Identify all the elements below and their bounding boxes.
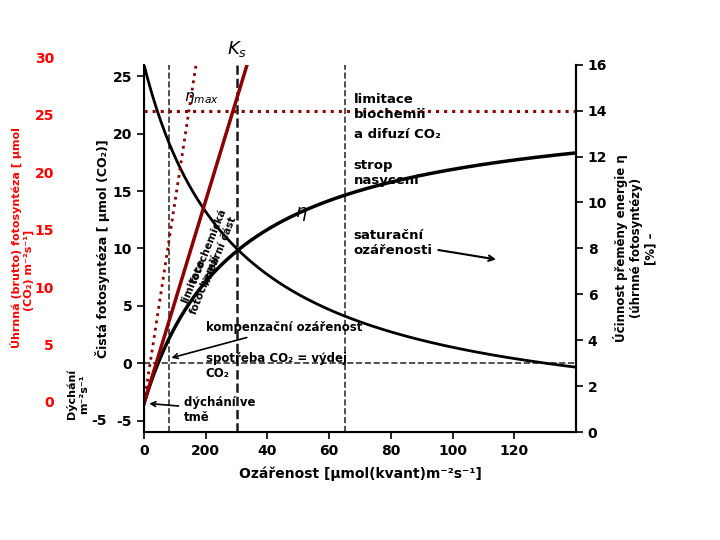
Text: 25: 25 <box>35 110 54 124</box>
Text: 30: 30 <box>35 52 54 66</box>
Text: $K_s$: $K_s$ <box>227 39 247 59</box>
Text: a difuzí CO₂: a difuzí CO₂ <box>354 128 441 141</box>
Y-axis label: Účinnost přeměny energie η
(úhrnné fotosyntézy)
[%] –: Účinnost přeměny energie η (úhrnné fotos… <box>613 154 658 342</box>
Text: Úhrnná (brutto) fotosyntéza [ μmol: Úhrnná (brutto) fotosyntéza [ μmol <box>9 127 22 348</box>
Text: Dýchání
m⁻²s⁻¹: Dýchání m⁻²s⁻¹ <box>66 369 89 419</box>
Text: kompenzační ozářenost: kompenzační ozářenost <box>174 321 362 359</box>
Text: limitace
biochemii: limitace biochemii <box>354 93 426 122</box>
Text: 10: 10 <box>35 281 54 295</box>
Text: $\eta$: $\eta$ <box>295 205 308 223</box>
Text: strop
nasycení: strop nasycení <box>354 159 420 187</box>
Text: dýchání ve
tmě: dýchání ve tmě <box>151 395 256 423</box>
Text: $\eta_{max}$: $\eta_{max}$ <box>184 90 219 106</box>
Text: 15: 15 <box>35 224 54 238</box>
Text: 0: 0 <box>45 396 54 410</box>
Text: saturační
ozářenosti: saturační ozářenosti <box>354 228 494 261</box>
Text: spotřeba CO₂ = výdej
CO₂: spotřeba CO₂ = výdej CO₂ <box>206 352 347 380</box>
Text: 20: 20 <box>35 167 54 181</box>
X-axis label: Ozářenost [μmol(kvant)m⁻²s⁻¹]: Ozářenost [μmol(kvant)m⁻²s⁻¹] <box>238 466 482 481</box>
Text: 5: 5 <box>44 339 54 353</box>
Text: -5: -5 <box>91 414 107 428</box>
Text: limitace
fotochemií: limitace fotochemií <box>177 249 221 316</box>
Text: (CO₂) m⁻²s⁻¹]: (CO₂) m⁻²s⁻¹] <box>24 230 34 310</box>
Y-axis label: Čistá fotosyntéza [ μmol (CO₂)]: Čistá fotosyntéza [ μmol (CO₂)] <box>95 139 110 358</box>
Text: fotochemická
lineární část: fotochemická lineární část <box>189 207 239 289</box>
